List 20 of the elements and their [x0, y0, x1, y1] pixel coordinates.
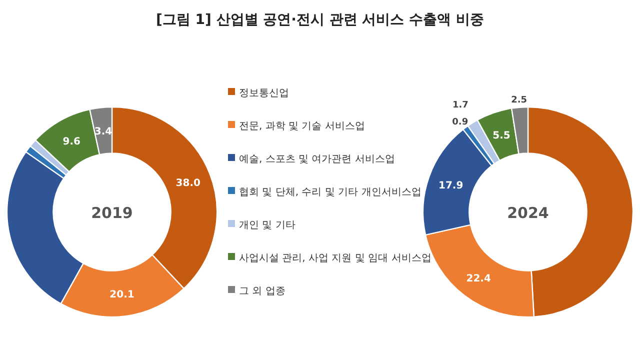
text: 2019: [91, 204, 133, 222]
data-label: 0.9: [452, 117, 468, 128]
data-label: 9.6: [62, 136, 81, 148]
legend-label: 협회 및 단체, 수리 및 기타 개인서비스업: [239, 187, 422, 198]
legend-label: 전문, 과학 및 기술 서비스업: [239, 121, 365, 132]
data-label: 22.4: [466, 273, 491, 284]
data-label: 5.5: [492, 130, 510, 142]
legend-label: 예술, 스포츠 및 여가관련 서비스업: [239, 154, 395, 165]
legend-label: 정보통신업: [239, 88, 289, 99]
text: 2024: [507, 204, 549, 222]
data-label: 2.5: [511, 95, 528, 106]
data-label: 17.9: [438, 180, 464, 192]
legend-label: 사업시설 관리, 사업 지원 및 임대 서비스업: [239, 253, 432, 264]
data-label: 20.1: [110, 289, 134, 300]
legend-label: 그 외 업종: [239, 286, 286, 297]
data-label: 38.0: [176, 178, 201, 189]
legend-label: 개인 및 기타: [239, 220, 296, 231]
data-label: 1.7: [452, 100, 468, 110]
chart-title: [그림 1] 산업별 공연·전시 관련 서비스 수출액 비중: [156, 12, 484, 28]
data-label: 3.4: [94, 126, 112, 138]
